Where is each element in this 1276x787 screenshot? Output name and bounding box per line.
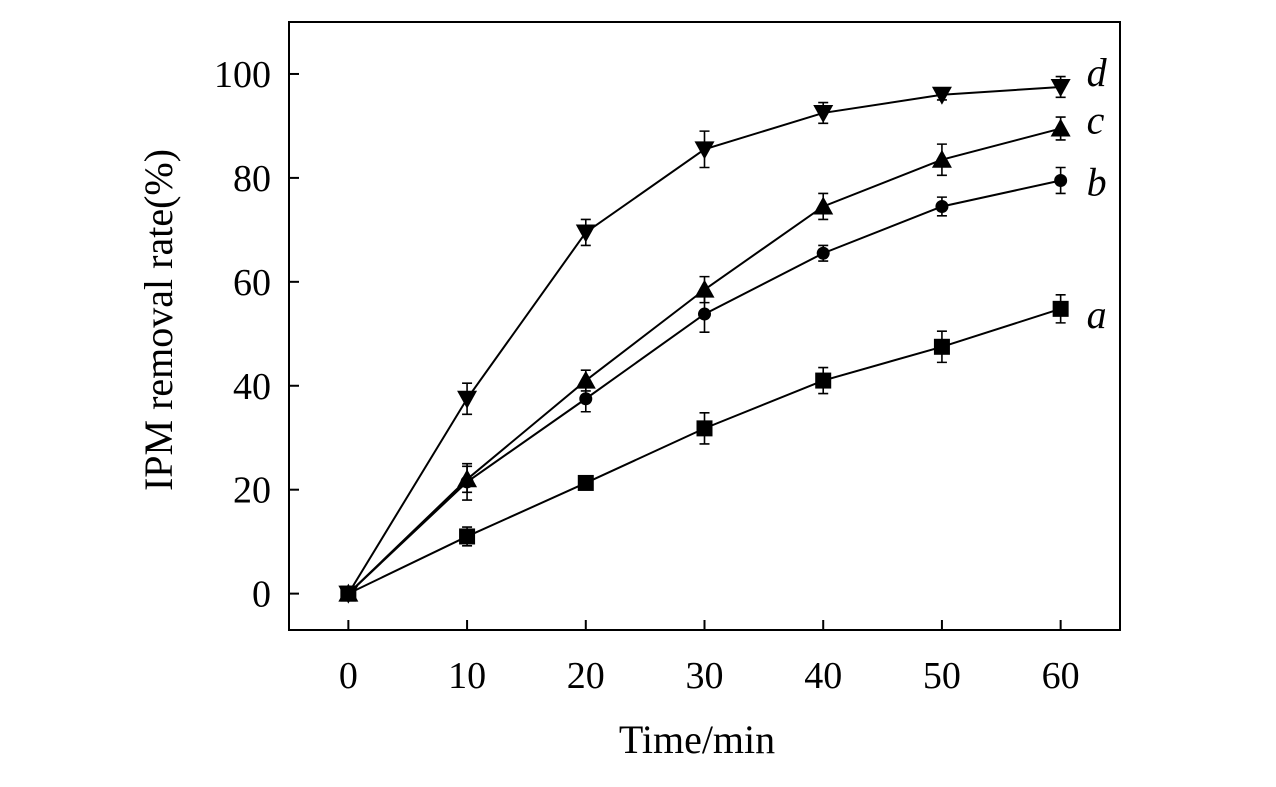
y-tick-label: 20 <box>233 470 271 512</box>
data-point <box>1050 118 1071 137</box>
data-point <box>931 86 952 105</box>
data-point <box>459 528 476 545</box>
series-c-line <box>347 127 1061 595</box>
data-point <box>694 141 715 160</box>
data-point <box>575 224 596 243</box>
x-tick-label: 10 <box>448 655 486 697</box>
x-tick-label: 0 <box>339 655 358 697</box>
series-label-d: d <box>1087 50 1108 95</box>
series-label-a: a <box>1087 292 1107 337</box>
series-b-line <box>347 179 1061 595</box>
y-tick-label: 40 <box>233 366 271 408</box>
x-tick-label: 60 <box>1042 655 1080 697</box>
data-point <box>696 420 713 437</box>
data-point <box>579 392 593 406</box>
data-point <box>813 196 834 215</box>
series-b: b <box>341 159 1107 601</box>
y-tick-label: 100 <box>214 54 271 96</box>
data-point <box>1052 300 1069 317</box>
data-point <box>931 149 952 168</box>
data-point <box>457 390 478 409</box>
data-point <box>935 199 949 213</box>
series-a-line <box>347 307 1061 595</box>
series-layer: a bcd <box>338 50 1108 604</box>
data-point <box>1050 78 1071 97</box>
data-point <box>815 372 832 389</box>
x-tick-label: 50 <box>923 655 961 697</box>
x-tick-label: 40 <box>804 655 842 697</box>
data-point <box>698 307 711 321</box>
data-point <box>933 338 950 355</box>
data-point <box>457 469 478 488</box>
series-label-c: c <box>1087 98 1105 143</box>
y-ticks: 0 20 40 60 80 100 <box>214 54 299 616</box>
series-a: a <box>340 292 1107 602</box>
y-axis-title: IPM removal rate(%) <box>136 149 181 491</box>
data-point <box>816 246 830 260</box>
data-point <box>813 104 834 123</box>
data-point <box>1054 173 1068 187</box>
series-d: d <box>338 50 1108 604</box>
series-c: c <box>338 98 1105 602</box>
series-label-b: b <box>1087 159 1107 204</box>
x-ticks: 0 10 20 30 40 50 60 <box>339 620 1080 697</box>
x-axis-title: Time/min <box>619 717 775 762</box>
data-point <box>575 370 596 389</box>
y-tick-label: 60 <box>233 262 271 304</box>
data-point <box>694 279 715 298</box>
x-tick-label: 30 <box>686 655 724 697</box>
data-point <box>577 474 594 491</box>
data-point <box>338 585 359 604</box>
y-tick-label: 0 <box>252 574 271 616</box>
x-tick-label: 20 <box>567 655 605 697</box>
y-tick-label: 80 <box>233 158 271 200</box>
